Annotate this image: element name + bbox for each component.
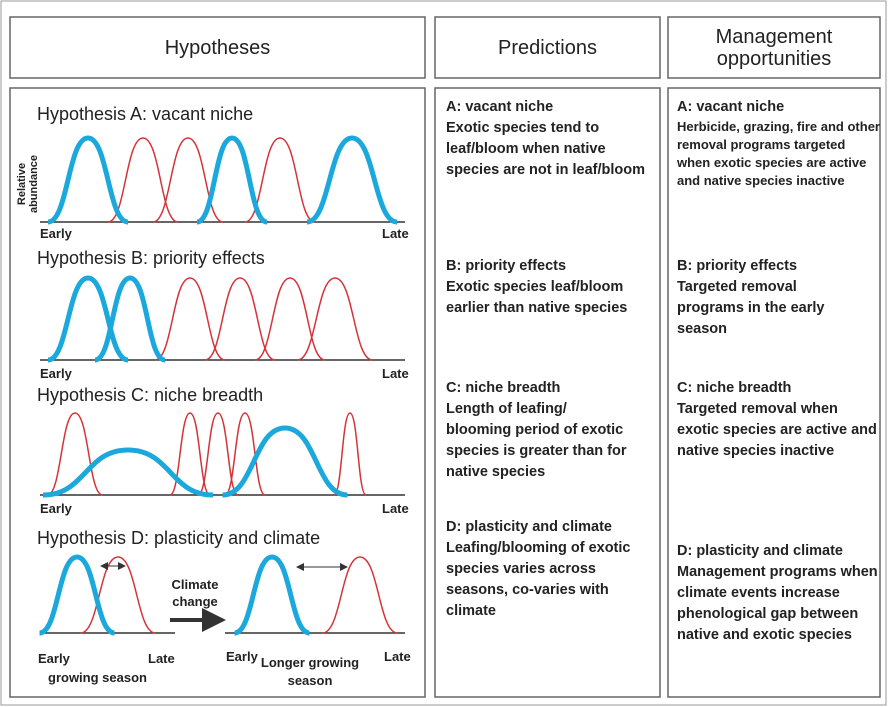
header-box (434, 16, 661, 79)
axis-label: Late (148, 651, 175, 666)
axis-label: Late (382, 226, 409, 241)
prediction: C: niche breadth Length of leafing/ bloom… (446, 378, 636, 483)
arrow-label: Climate change (171, 577, 219, 609)
header: Management opportunities (715, 25, 833, 70)
header-box (9, 16, 426, 79)
axis-label: Early (226, 649, 258, 664)
heading: D: plasticity and climate (677, 543, 843, 559)
exotic-curve (196, 135, 268, 225)
column-box (667, 87, 881, 698)
column-box (434, 87, 661, 698)
exotic-curve (47, 135, 129, 225)
axis-label: Late (384, 649, 411, 664)
exotic-curve (222, 425, 348, 498)
axis-label: Late (382, 501, 409, 516)
text: Targeted removal programs in the early s… (677, 279, 825, 337)
management: C: niche breadth Targeted removal when ex… (677, 378, 880, 462)
prediction: D: plasticity and climate Leafing/bloomin… (446, 517, 658, 622)
native-curve (80, 556, 156, 634)
exotic-curve (94, 275, 166, 363)
native-curve (154, 277, 226, 361)
exotic-curve (306, 135, 398, 225)
hypothesis-title: Hypothesis C: niche breadth (37, 385, 264, 405)
header-box (667, 16, 881, 79)
exotic-curve (233, 554, 311, 636)
native-curve (333, 412, 367, 496)
axis-label: Late (382, 366, 409, 381)
exotic-curve (47, 275, 129, 363)
exotic-curve (38, 554, 116, 636)
heading: A: vacant niche (446, 99, 554, 115)
native-curve (204, 277, 276, 361)
curves (38, 135, 405, 636)
y-axis-label: Relative abundance (16, 154, 40, 214)
native-curve (107, 137, 179, 223)
prediction: A: vacant niche Exotic species tend to le… (446, 97, 651, 181)
text: Management programs when climate events … (677, 564, 878, 643)
header: Hypotheses (164, 36, 271, 59)
native-curve (322, 556, 398, 634)
text: Length of leafing/ blooming period of ex… (446, 401, 627, 480)
heading: C: niche breadth (446, 380, 561, 396)
header: Predictions (498, 36, 597, 59)
exotic-curve (42, 447, 214, 498)
heading: C: niche breadth (677, 380, 792, 396)
text: Leafing/blooming of exotic species varie… (446, 540, 631, 619)
native-curve (224, 412, 266, 496)
native-curve (47, 412, 103, 496)
axis-label: Early (40, 501, 72, 516)
native-curve (297, 277, 373, 361)
native-curve (254, 277, 326, 361)
native-curve (197, 412, 239, 496)
axis-label: Early (40, 226, 72, 241)
prediction: B: priority effects Exotic species leaf/b… (446, 256, 651, 319)
hypothesis-title: Hypothesis D: plasticity and climate (37, 528, 321, 548)
heading: D: plasticity and climate (446, 519, 612, 535)
text: Targeted removal when exotic species are… (677, 401, 877, 459)
text: Herbicide, grazing, fire and other remov… (677, 119, 880, 188)
hypothesis-title: Hypothesis A: vacant niche (37, 104, 254, 124)
axis-label: Early (38, 651, 70, 666)
hypothesis-title: Hypothesis B: priority effects (37, 248, 265, 268)
text: Exotic species tend to leaf/bloom when n… (446, 120, 646, 178)
management: A: vacant niche Herbicide, grazing, fire … (677, 97, 880, 190)
axis-caption: Longer growing season (260, 655, 360, 688)
heading: A: vacant niche (677, 99, 785, 115)
heading: B: priority effects (446, 258, 567, 274)
text: Exotic species leaf/bloom earlier than n… (446, 279, 628, 316)
column-box (9, 87, 426, 698)
management: B: priority effects Targeted removal prog… (677, 256, 867, 340)
axis-caption: growing season (48, 670, 147, 685)
heading: B: priority effects (677, 258, 798, 274)
axis-label: Early (40, 366, 72, 381)
management: D: plasticity and climate Management prog… (677, 541, 882, 646)
